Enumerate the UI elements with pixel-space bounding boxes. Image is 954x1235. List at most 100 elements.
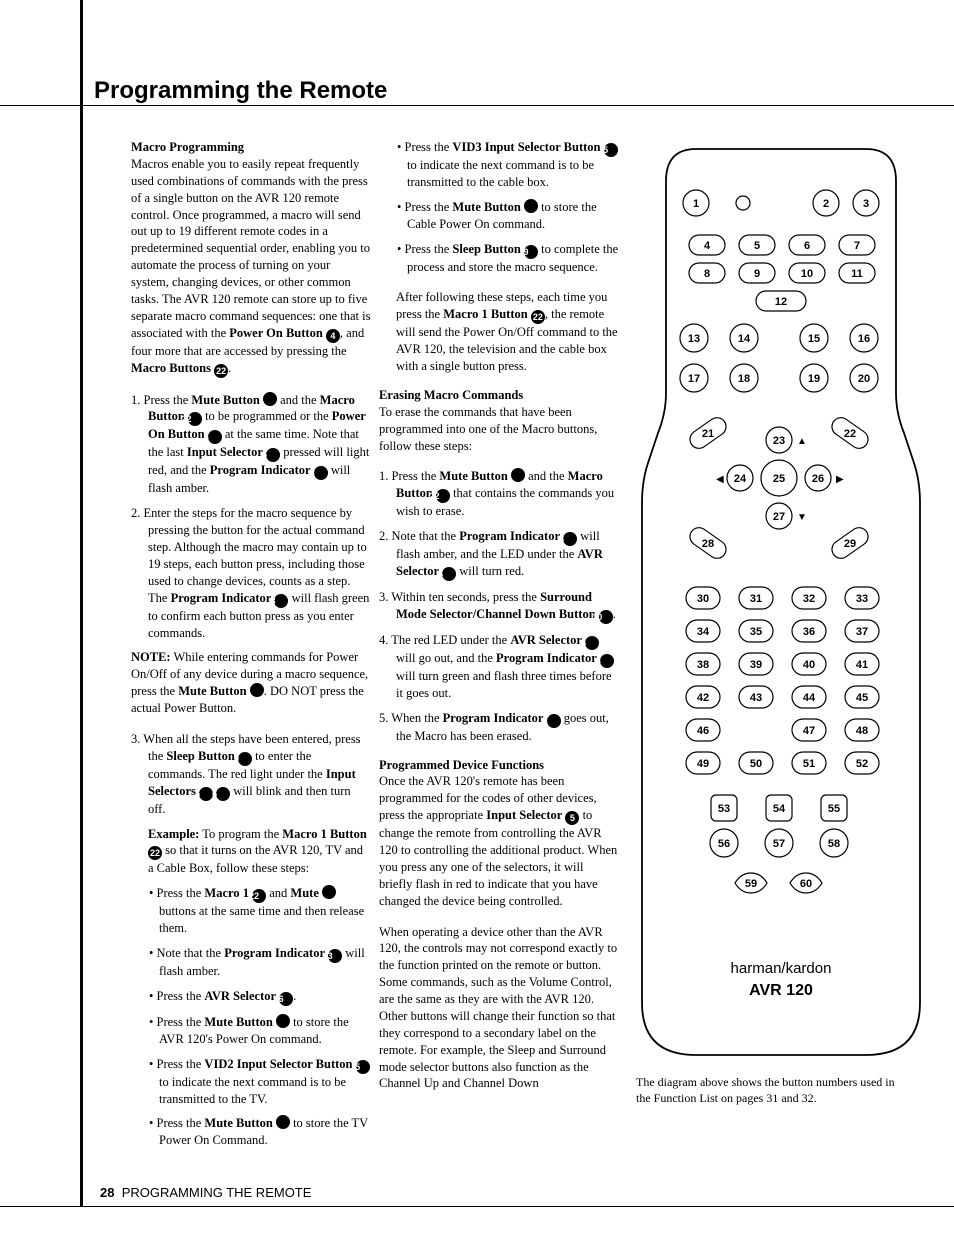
heading-macro-programming: Macro Programming (131, 140, 244, 154)
step-1: 1. Press the Mute Button and the Macro B… (131, 392, 371, 498)
svg-text:9: 9 (754, 268, 760, 280)
svg-text:▲: ▲ (797, 436, 807, 447)
svg-text:harman/kardon: harman/kardon (731, 960, 832, 977)
svg-text:41: 41 (856, 659, 868, 671)
icon-ref-6: 6 (216, 787, 230, 801)
svg-text:46: 46 (697, 725, 709, 737)
page-footer: 28 PROGRAMMING THE REMOTE (100, 1184, 311, 1202)
icon-ref-5: 5 (199, 787, 213, 801)
svg-text:29: 29 (844, 538, 856, 550)
icon-ref-22: 22 (531, 310, 545, 324)
bullet-7: • Press the VID3 Input Selector Button 5… (379, 139, 619, 191)
bullet-2: • Note that the Program Indicator 3 will… (131, 945, 371, 980)
svg-text:57: 57 (773, 838, 785, 850)
icon-ref-22: 22 (188, 412, 202, 426)
icon-ref-solid (263, 392, 277, 406)
svg-text:1: 1 (693, 198, 699, 210)
icon-ref-solid (524, 199, 538, 213)
svg-text:5: 5 (754, 240, 760, 252)
svg-text:13: 13 (688, 333, 700, 345)
svg-text:28: 28 (702, 538, 714, 550)
svg-text:31: 31 (750, 593, 762, 605)
svg-text:3: 3 (863, 198, 869, 210)
svg-text:58: 58 (828, 838, 840, 850)
svg-text:2: 2 (823, 198, 829, 210)
svg-text:30: 30 (697, 593, 709, 605)
svg-text:19: 19 (808, 373, 820, 385)
icon-ref-5: 5 (565, 811, 579, 825)
svg-text:34: 34 (697, 626, 710, 638)
icon-ref-6: 6 (585, 636, 599, 650)
example-intro: Example: To program the Macro 1 Button 2… (131, 826, 371, 878)
icon-ref-9: 9 (238, 752, 252, 766)
icon-ref-3: 3 (274, 594, 288, 608)
erase-step-4: 4. The red LED under the AVR Selector 6 … (379, 632, 619, 702)
bullet-6: • Press the Mute Button to store the TV … (131, 1115, 371, 1149)
svg-text:32: 32 (803, 593, 815, 605)
icon-ref-22: 22 (252, 889, 266, 903)
icon-ref-solid (276, 1115, 290, 1129)
svg-text:42: 42 (697, 692, 709, 704)
svg-text:56: 56 (718, 838, 730, 850)
page-title: Programming the Remote (94, 75, 387, 107)
erase-step-2: 2. Note that the Program Indicator 3 wil… (379, 528, 619, 581)
svg-text:18: 18 (738, 373, 750, 385)
icon-ref-3: 3 (563, 532, 577, 546)
icon-ref-6: 6 (442, 567, 456, 581)
page-number: 28 (100, 1185, 114, 1200)
svg-text:44: 44 (803, 692, 816, 704)
remote-caption: The diagram above shows the button numbe… (636, 1075, 906, 1106)
svg-text:▶: ▶ (836, 474, 844, 485)
column-left: Macro Programming Macros enable you to e… (131, 139, 371, 1157)
remote-svg: 1234567891011121314151617181920212228292… (636, 143, 926, 1063)
note: NOTE: While entering commands for Power … (131, 649, 371, 717)
step-2: 2. Enter the steps for the macro sequenc… (131, 505, 371, 641)
svg-text:AVR 120: AVR 120 (749, 982, 813, 999)
heading-erasing: Erasing Macro Commands (379, 388, 523, 402)
svg-text:23: 23 (773, 435, 785, 447)
svg-text:21: 21 (702, 428, 714, 440)
icon-ref-5: 5 (604, 143, 618, 157)
icon-ref-9: 9 (524, 245, 538, 259)
text: . (228, 361, 231, 375)
svg-text:49: 49 (697, 758, 709, 770)
svg-text:11: 11 (851, 268, 863, 280)
bullet-4: • Press the Mute Button to store the AVR… (131, 1014, 371, 1048)
svg-text:22: 22 (844, 428, 856, 440)
svg-text:55: 55 (828, 803, 840, 815)
svg-text:48: 48 (856, 725, 868, 737)
svg-text:15: 15 (808, 333, 820, 345)
svg-text:24: 24 (734, 473, 747, 485)
bullet-9: • Press the Sleep Button 9 to complete t… (379, 241, 619, 276)
icon-ref-10: 10 (599, 610, 613, 624)
label-power-on-button: Power On Button (229, 326, 323, 340)
svg-text:27: 27 (773, 511, 785, 523)
para-erase-intro: To erase the commands that have been pro… (379, 405, 597, 453)
svg-text:7: 7 (854, 240, 860, 252)
icon-ref-solid (250, 683, 264, 697)
icon-ref-22: 22 (148, 846, 162, 860)
svg-text:12: 12 (775, 296, 787, 308)
svg-text:20: 20 (858, 373, 870, 385)
heading-programmed-functions: Programmed Device Functions (379, 758, 544, 772)
svg-text:43: 43 (750, 692, 762, 704)
svg-text:60: 60 (800, 878, 812, 890)
svg-text:10: 10 (801, 268, 813, 280)
para-intro: Macros enable you to easily repeat frequ… (131, 157, 371, 340)
erase-step-3: 3. Within ten seconds, press the Surroun… (379, 589, 619, 624)
icon-ref-5: 5 (356, 1060, 370, 1074)
icon-ref-3: 3 (328, 949, 342, 963)
icon-ref-4: 4 (326, 329, 340, 343)
bullet-3: • Press the AVR Selector 6. (131, 988, 371, 1006)
svg-text:45: 45 (856, 692, 868, 704)
icon-ref-6: 6 (279, 992, 293, 1006)
text: to change the remote from controlling th… (379, 808, 617, 908)
svg-text:4: 4 (704, 240, 711, 252)
svg-text:17: 17 (688, 373, 700, 385)
svg-text:35: 35 (750, 626, 762, 638)
icon-ref-3: 3 (314, 466, 328, 480)
svg-text:26: 26 (812, 473, 824, 485)
svg-text:33: 33 (856, 593, 868, 605)
svg-text:39: 39 (750, 659, 762, 671)
icon-ref-22: 22 (214, 364, 228, 378)
